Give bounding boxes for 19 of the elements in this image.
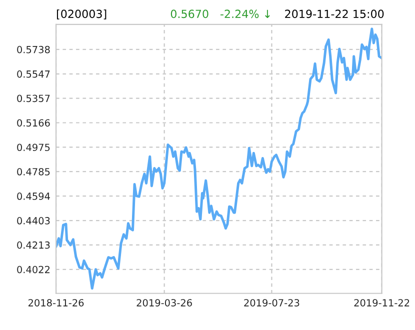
y-tick-label: 0.5738	[17, 46, 50, 54]
x-tick-label: 2019-11-22	[354, 299, 410, 306]
x-tick-label: 2019-07-23	[244, 299, 300, 306]
y-tick-label: 0.4022	[17, 266, 50, 274]
y-tick-label: 0.5357	[17, 94, 50, 102]
y-tick-label: 0.4594	[17, 192, 50, 200]
y-tick-label: 0.5547	[17, 70, 50, 78]
y-tick-label: 0.5166	[17, 119, 50, 127]
line-series	[56, 28, 382, 290]
text: 0.5670	[170, 10, 208, 18]
y-tick-label: 0.4785	[17, 168, 50, 176]
y-tick-label: 0.4403	[17, 217, 50, 224]
x-tick-label: 2018-11-26	[28, 299, 84, 306]
text: -2.24% ↓	[220, 10, 270, 18]
x-tick-label: 2019-03-26	[136, 299, 192, 306]
y-tick-label: 0.4213	[17, 241, 50, 249]
chart-title: [020003]	[56, 9, 106, 20]
text: 2019-11-22 15:00	[285, 10, 384, 18]
y-tick-label: 0.4975	[17, 144, 50, 152]
